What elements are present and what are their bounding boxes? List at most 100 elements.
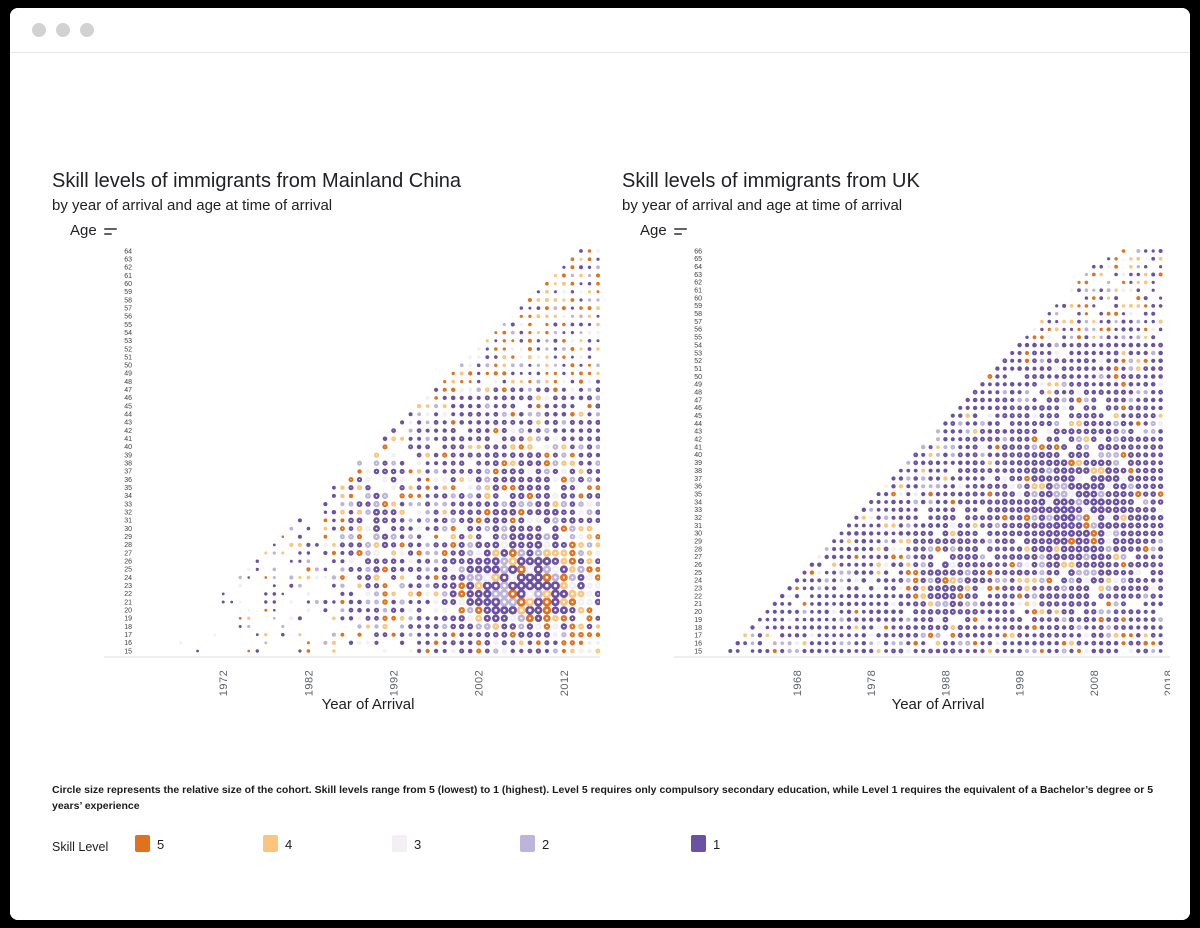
legend-item: 5 [135, 835, 164, 852]
svg-text:48: 48 [124, 379, 132, 386]
svg-text:24: 24 [694, 578, 702, 585]
y-axis-title: Age [640, 222, 687, 239]
legend-item: 3 [392, 835, 421, 852]
svg-text:32: 32 [124, 510, 132, 517]
svg-text:48: 48 [694, 390, 702, 397]
window-dot-icon [32, 23, 46, 37]
svg-text:42: 42 [124, 428, 132, 435]
svg-text:51: 51 [694, 366, 702, 373]
svg-text:16: 16 [694, 641, 702, 648]
legend-swatch [392, 835, 407, 852]
chart-title: Skill levels of immigrants from UK [622, 170, 920, 192]
footnote: Circle size represents the relative size… [52, 784, 1154, 813]
legend-swatch [691, 835, 706, 852]
chart-card-china: Skill levels of immigrants from Mainland… [40, 158, 612, 758]
svg-text:15: 15 [124, 648, 132, 655]
svg-text:49: 49 [124, 371, 132, 378]
svg-text:19: 19 [694, 617, 702, 624]
svg-text:45: 45 [694, 413, 702, 420]
svg-text:38: 38 [124, 461, 132, 468]
svg-text:51: 51 [124, 354, 132, 361]
svg-text:34: 34 [124, 493, 132, 500]
browser-toolbar [10, 8, 1190, 53]
svg-text:61: 61 [124, 273, 132, 280]
svg-text:60: 60 [124, 281, 132, 288]
svg-text:1978: 1978 [866, 670, 878, 696]
svg-text:50: 50 [694, 374, 702, 381]
svg-text:39: 39 [694, 460, 702, 467]
svg-text:58: 58 [124, 297, 132, 304]
svg-text:33: 33 [694, 507, 702, 514]
svg-text:41: 41 [694, 444, 702, 451]
svg-text:15: 15 [694, 648, 702, 655]
window-dot-icon [56, 23, 70, 37]
svg-text:64: 64 [124, 248, 132, 255]
svg-text:1982: 1982 [303, 670, 315, 696]
svg-text:57: 57 [124, 305, 132, 312]
svg-text:1968: 1968 [792, 670, 804, 696]
svg-text:1988: 1988 [940, 670, 952, 696]
svg-text:44: 44 [124, 412, 132, 419]
svg-text:1992: 1992 [389, 670, 401, 696]
skill-level-legend: Skill Level 5 4 3 2 1 [52, 835, 1172, 861]
svg-text:55: 55 [694, 335, 702, 342]
svg-text:1998: 1998 [1015, 670, 1027, 696]
svg-text:42: 42 [694, 437, 702, 444]
age-axis-label: Age [640, 222, 667, 239]
svg-text:32: 32 [694, 515, 702, 522]
svg-text:21: 21 [124, 599, 132, 606]
svg-text:58: 58 [694, 311, 702, 318]
svg-text:61: 61 [694, 288, 702, 295]
svg-text:1972: 1972 [218, 670, 230, 696]
sort-descending-icon[interactable] [673, 228, 687, 235]
svg-text:23: 23 [694, 586, 702, 593]
age-axis-label: Age [70, 222, 97, 239]
svg-text:44: 44 [694, 421, 702, 428]
report-canvas: Skill levels of immigrants from Mainland… [10, 53, 1190, 920]
legend-value: 4 [285, 837, 293, 852]
svg-text:64: 64 [694, 264, 702, 271]
window-controls-dots-icon [32, 23, 94, 37]
svg-text:17: 17 [694, 633, 702, 640]
legend-swatch [520, 835, 535, 852]
svg-text:54: 54 [694, 342, 702, 349]
scatter-plot-uk[interactable]: 6665646362616059585756555453525150494847… [610, 243, 1170, 713]
svg-text:26: 26 [124, 559, 132, 566]
svg-text:20: 20 [694, 609, 702, 616]
window-dot-icon [80, 23, 94, 37]
svg-text:47: 47 [694, 397, 702, 404]
svg-text:33: 33 [124, 501, 132, 508]
chart-subtitle: by year of arrival and age at time of ar… [52, 197, 333, 214]
svg-text:23: 23 [124, 583, 132, 590]
svg-text:59: 59 [124, 289, 132, 296]
legend-value: 3 [414, 837, 422, 852]
svg-text:40: 40 [694, 452, 702, 459]
svg-text:2008: 2008 [1089, 670, 1101, 696]
legend-item: 1 [691, 835, 720, 852]
svg-text:26: 26 [694, 562, 702, 569]
svg-text:37: 37 [124, 469, 132, 476]
sort-descending-icon[interactable] [103, 228, 117, 235]
svg-text:47: 47 [124, 387, 132, 394]
svg-text:55: 55 [124, 322, 132, 329]
chart-subtitle: by year of arrival and age at time of ar… [622, 197, 903, 214]
svg-text:16: 16 [124, 640, 132, 647]
svg-text:62: 62 [124, 265, 132, 272]
svg-text:37: 37 [694, 476, 702, 483]
chart-card-uk: Skill levels of immigrants from UK by ye… [610, 158, 1182, 758]
svg-text:59: 59 [694, 303, 702, 310]
svg-text:38: 38 [694, 468, 702, 475]
svg-text:41: 41 [124, 436, 132, 443]
legend-value: 1 [713, 837, 721, 852]
svg-text:22: 22 [694, 593, 702, 600]
svg-text:20: 20 [124, 608, 132, 615]
svg-text:35: 35 [694, 491, 702, 498]
svg-text:36: 36 [124, 477, 132, 484]
svg-text:65: 65 [694, 256, 702, 263]
svg-text:40: 40 [124, 444, 132, 451]
svg-text:46: 46 [124, 395, 132, 402]
svg-text:27: 27 [124, 550, 132, 557]
svg-text:63: 63 [124, 257, 132, 264]
svg-text:18: 18 [124, 624, 132, 631]
